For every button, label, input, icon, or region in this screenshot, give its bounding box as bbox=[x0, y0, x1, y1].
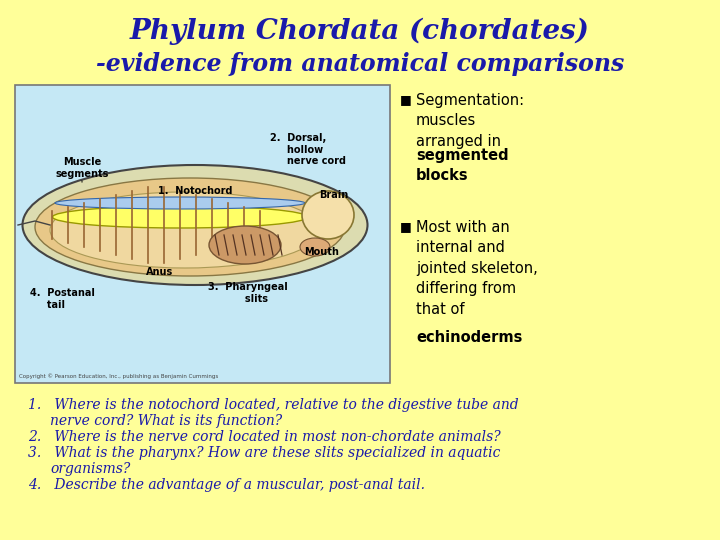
Ellipse shape bbox=[22, 165, 367, 285]
Text: Most with an
internal and
jointed skeleton,
differing from
that of: Most with an internal and jointed skelet… bbox=[416, 220, 538, 316]
Text: Phylum Chordata (chordates): Phylum Chordata (chordates) bbox=[130, 18, 590, 45]
Text: nerve cord? What is its function?: nerve cord? What is its function? bbox=[50, 414, 282, 428]
Text: Segmentation:
muscles
arranged in: Segmentation: muscles arranged in bbox=[416, 93, 524, 149]
Text: 3.   What is the pharynx? How are these slits specialized in aquatic: 3. What is the pharynx? How are these sl… bbox=[28, 446, 500, 460]
Ellipse shape bbox=[55, 197, 305, 209]
Text: 4.   Describe the advantage of a muscular, post-anal tail.: 4. Describe the advantage of a muscular,… bbox=[28, 478, 425, 492]
Text: 4.  Postanal
     tail: 4. Postanal tail bbox=[30, 288, 95, 309]
Ellipse shape bbox=[209, 226, 281, 264]
Text: 2.   Where is the nerve cord located in most non-chordate animals?: 2. Where is the nerve cord located in mo… bbox=[28, 430, 500, 444]
Text: ■: ■ bbox=[400, 93, 412, 106]
Text: 1.   Where is the notochord located, relative to the digestive tube and: 1. Where is the notochord located, relat… bbox=[28, 398, 518, 412]
Text: ■: ■ bbox=[400, 220, 412, 233]
Text: 1.  Notochord: 1. Notochord bbox=[158, 186, 233, 196]
Text: Muscle
segments: Muscle segments bbox=[55, 157, 109, 179]
Ellipse shape bbox=[50, 192, 320, 268]
Text: Anus: Anus bbox=[146, 267, 174, 277]
Text: Copyright © Pearson Education, Inc., publishing as Benjamin Cummings: Copyright © Pearson Education, Inc., pub… bbox=[19, 373, 218, 379]
Text: Mouth: Mouth bbox=[305, 247, 339, 257]
Text: -evidence from anatomical comparisons: -evidence from anatomical comparisons bbox=[96, 52, 624, 76]
Text: echinoderms: echinoderms bbox=[416, 330, 523, 345]
Ellipse shape bbox=[53, 206, 307, 228]
Ellipse shape bbox=[302, 191, 354, 239]
Text: segmented
blocks: segmented blocks bbox=[416, 148, 508, 184]
Text: Brain: Brain bbox=[320, 190, 348, 200]
Text: 2.  Dorsal,
     hollow
     nerve cord: 2. Dorsal, hollow nerve cord bbox=[270, 133, 346, 166]
Ellipse shape bbox=[35, 178, 345, 276]
FancyBboxPatch shape bbox=[15, 85, 390, 383]
Text: organisms?: organisms? bbox=[50, 462, 130, 476]
Text: 3.  Pharyngeal
     slits: 3. Pharyngeal slits bbox=[208, 282, 288, 303]
Ellipse shape bbox=[300, 238, 330, 256]
